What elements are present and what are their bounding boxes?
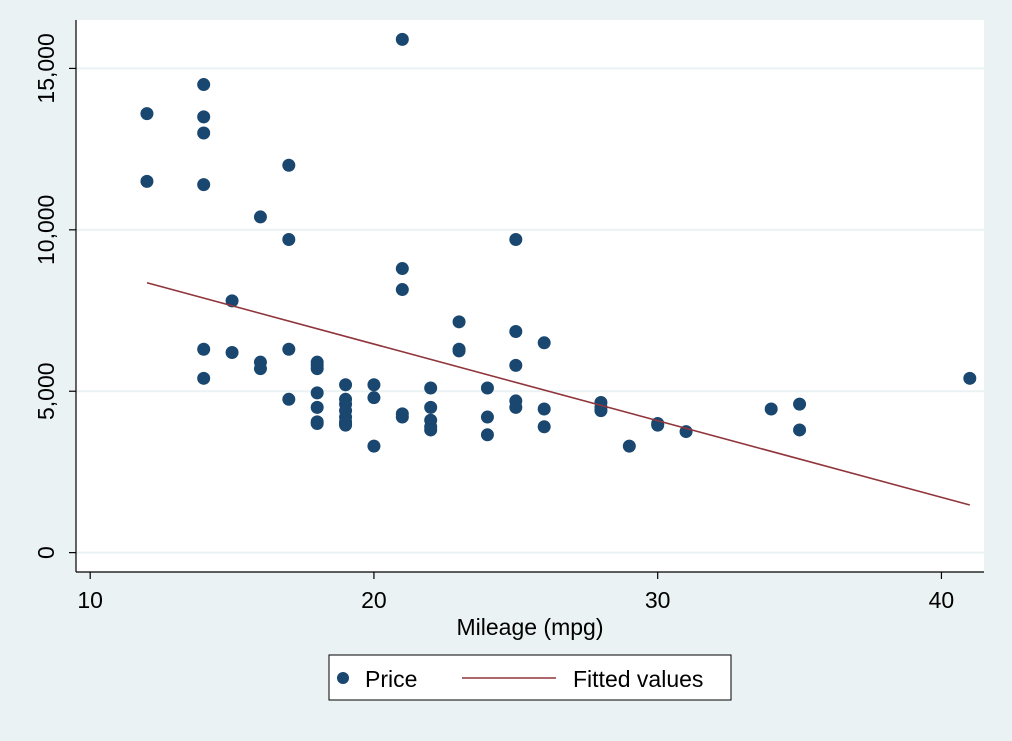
price-point	[339, 417, 353, 431]
price-point	[197, 371, 211, 385]
price-point	[395, 32, 409, 46]
price-point	[367, 378, 381, 392]
price-point	[424, 381, 438, 395]
price-point	[793, 397, 807, 411]
price-point	[537, 402, 551, 416]
price-point	[395, 262, 409, 276]
price-point	[509, 325, 523, 339]
x-tick-label: 30	[645, 587, 671, 613]
price-point	[367, 439, 381, 453]
price-point	[310, 386, 324, 400]
price-point	[197, 78, 211, 92]
price-point	[509, 233, 523, 247]
y-tick-label: 0	[33, 546, 59, 559]
price-point	[395, 283, 409, 297]
price-point	[764, 402, 778, 416]
price-point	[452, 344, 466, 358]
price-point	[197, 342, 211, 356]
legend-price-label: Price	[365, 666, 417, 692]
price-point	[310, 362, 324, 376]
price-point	[225, 345, 239, 359]
price-point	[140, 107, 154, 121]
y-tick-label: 5,000	[33, 362, 59, 420]
fitted-line	[146, 281, 971, 506]
price-point	[197, 126, 211, 140]
price-point	[594, 404, 608, 418]
price-point	[282, 233, 296, 247]
price-point	[424, 423, 438, 437]
legend-fitted-label: Fitted values	[573, 666, 703, 692]
price-point	[793, 423, 807, 437]
y-tick-label: 15,000	[33, 33, 59, 103]
x-tick-label: 40	[929, 587, 955, 613]
price-point	[140, 174, 154, 188]
price-point	[282, 392, 296, 406]
price-point	[282, 342, 296, 356]
price-point	[253, 362, 267, 376]
price-point	[963, 371, 977, 385]
price-point	[310, 417, 324, 431]
price-point	[452, 315, 466, 329]
price-point	[480, 410, 494, 424]
gridlines	[76, 67, 984, 554]
price-point	[424, 400, 438, 414]
price-point	[282, 158, 296, 172]
legend-price-marker	[337, 672, 349, 684]
x-tick-label: 10	[77, 587, 103, 613]
price-point	[480, 381, 494, 395]
price-point	[197, 178, 211, 192]
price-point	[339, 378, 353, 392]
y-tick-label: 10,000	[33, 195, 59, 265]
price-point	[622, 439, 636, 453]
price-point	[537, 420, 551, 434]
x-axis-title: Mileage (mpg)	[457, 614, 604, 640]
price-point	[509, 358, 523, 372]
y-axis-ticks: 0 5,000 10,000 15,000	[33, 33, 76, 559]
x-tick-label: 20	[361, 587, 387, 613]
price-point	[537, 336, 551, 350]
price-point	[310, 400, 324, 414]
fitted-values-line	[146, 281, 971, 506]
price-point	[480, 428, 494, 442]
price-point	[253, 210, 267, 224]
price-point	[367, 391, 381, 405]
x-axis-ticks: 10 20 30 40	[77, 572, 954, 613]
price-point	[509, 400, 523, 414]
price-point	[395, 410, 409, 424]
price-point	[197, 110, 211, 124]
plot-area	[76, 20, 984, 572]
